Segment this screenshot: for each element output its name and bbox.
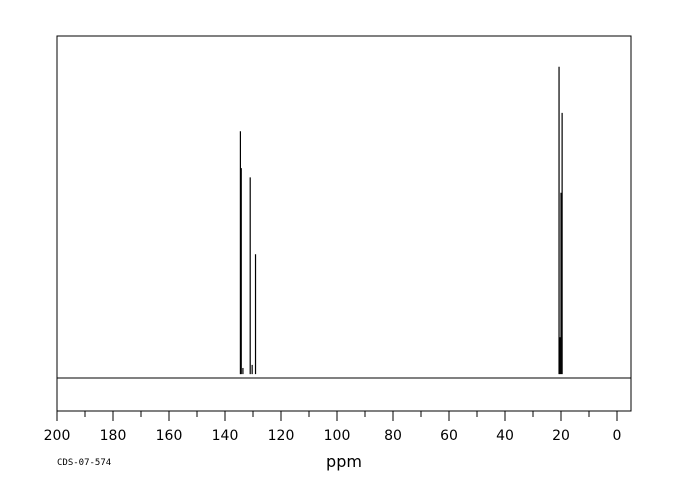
- x-axis-ticks: [56, 411, 618, 421]
- tick-label: 160: [156, 428, 183, 444]
- tick-label: 120: [268, 428, 295, 444]
- tick-label: 140: [212, 428, 239, 444]
- plot-frame: [56, 35, 632, 412]
- peak-group: [239, 66, 563, 375]
- tick-label: 180: [100, 428, 127, 444]
- x-axis-tick-labels: 200 180 160 140 120 100 80 60 40 20 0: [44, 428, 622, 444]
- tick-label: 200: [44, 428, 71, 444]
- tick-label: 20: [552, 428, 570, 444]
- tick-label: 40: [496, 428, 514, 444]
- tick-label: 100: [324, 428, 351, 444]
- compound-code: CDS-07-574: [57, 458, 111, 468]
- tick-label: 80: [384, 428, 402, 444]
- tick-label: 0: [613, 428, 622, 444]
- x-axis-title: ppm: [326, 452, 362, 471]
- tick-label: 60: [440, 428, 458, 444]
